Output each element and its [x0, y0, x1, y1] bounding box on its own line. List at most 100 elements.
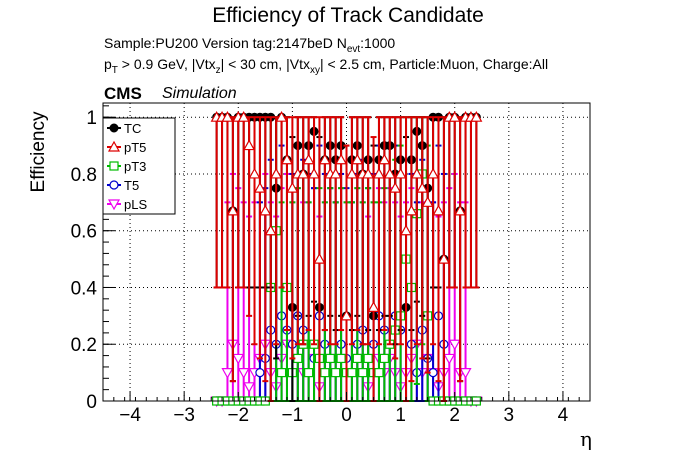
sample-subscript: evt	[346, 43, 361, 55]
data-point-pT5	[313, 252, 326, 264]
data-point-pT5	[383, 167, 396, 179]
series-pT5	[210, 110, 483, 402]
cms-label: CMS	[104, 84, 142, 103]
data-point-pT5	[253, 181, 266, 193]
data-point-pT5	[470, 110, 483, 122]
data-point-pT5	[248, 167, 261, 179]
x-axis-label: η	[580, 427, 592, 451]
cut-b: | < 30 cm, |Vtx	[220, 56, 310, 72]
y-tick-label: 0.6	[71, 222, 97, 243]
chart-title: Efficiency of Track Candidate	[212, 4, 484, 27]
data-point-pT5	[416, 181, 429, 193]
data-point-pT3	[325, 353, 335, 364]
x-tick-label: −4	[119, 405, 141, 426]
x-tick-label: −1	[282, 405, 304, 426]
data-point-pLS	[459, 368, 472, 379]
cut-c: | < 2.5 cm, Particle:Muon, Charge:All	[319, 56, 549, 72]
y-axis-label: Efficiency	[28, 111, 49, 192]
data-point-pT5	[372, 167, 385, 179]
data-point-pT5	[405, 204, 418, 216]
data-point-pT5	[437, 252, 450, 264]
data-point-pT5	[297, 167, 310, 179]
data-point-pT5	[367, 301, 380, 312]
data-point-pT5	[389, 181, 402, 193]
data-point-pT5	[378, 153, 391, 165]
sample-tail: :1000	[360, 35, 396, 51]
legend-marker-pT5	[107, 140, 121, 152]
data-point-pT5	[427, 167, 440, 179]
legend-marker-TC	[109, 123, 119, 133]
data-point-pT5	[335, 153, 348, 165]
data-point-pT3	[276, 368, 287, 378]
legend: TC pT5 pT3 T5 pLS	[102, 117, 176, 215]
legend-marker-T5	[109, 180, 119, 190]
data-point-pLS	[448, 339, 461, 351]
data-point-pLS	[443, 353, 456, 365]
cut-xy-sub: xy	[309, 64, 320, 76]
y-tick-label: 0.2	[71, 335, 97, 356]
data-point-pT5	[280, 153, 293, 165]
legend-label-pT3: pT3	[124, 159, 146, 174]
data-point-pT5	[394, 167, 407, 179]
data-point-pT3	[363, 353, 373, 364]
data-point-pT3	[336, 353, 346, 364]
legend-label-pLS: pLS	[124, 197, 147, 212]
data-point-pT5	[243, 139, 256, 151]
x-tick-label: −2	[227, 405, 249, 426]
legend-marker-pLS	[107, 199, 121, 211]
data-point-pT5	[410, 167, 423, 179]
data-point-pT3	[331, 368, 341, 378]
data-point-pT3	[352, 353, 362, 364]
y-tick-label: 0.8	[71, 165, 97, 186]
x-tick-label: 3	[504, 405, 515, 426]
sample-info: Sample:PU200 Version tag:2147beD Nevt:10…	[104, 35, 395, 55]
data-point-pT3	[374, 368, 384, 378]
data-point-pT3	[304, 368, 314, 378]
data-point-pT5	[286, 181, 299, 193]
x-tick-label: 4	[558, 405, 569, 426]
data-point-pT5	[302, 153, 315, 165]
data-layer	[210, 110, 483, 408]
legend-marker-pT3	[109, 161, 119, 171]
cut-t-sub: T	[111, 64, 118, 76]
simulation-label: Simulation	[162, 85, 237, 102]
data-point-T5	[255, 368, 265, 378]
data-point-pLS	[221, 368, 234, 379]
legend-label-pT5: pT5	[124, 140, 146, 155]
data-point-pT3	[320, 368, 330, 378]
legend-label-TC: TC	[124, 121, 141, 136]
data-point-pT5	[340, 309, 353, 321]
cut-p: p	[104, 56, 112, 72]
data-point-pT5	[432, 204, 445, 216]
y-tick-label: 0	[86, 392, 97, 413]
x-tick-label: −3	[173, 405, 195, 426]
data-point-pT5	[421, 196, 434, 207]
data-point-pLS	[243, 382, 256, 394]
y-tick-label: 0.4	[71, 278, 98, 299]
data-point-pT5	[345, 167, 358, 179]
data-point-pT5	[270, 167, 283, 179]
y-tick-label: 1	[86, 108, 97, 129]
data-point-pT5	[454, 204, 467, 216]
data-point-pT5	[329, 167, 342, 179]
selection-info: pT > 0.9 GeV, |Vtxz| < 30 cm, |Vtxxy| < …	[104, 56, 548, 76]
data-point-pT5	[318, 153, 331, 165]
data-point-pT3	[358, 368, 368, 378]
data-point-pT5	[400, 224, 413, 236]
data-point-pLS	[237, 368, 250, 379]
data-point-pLS	[232, 353, 245, 365]
data-point-pT3	[379, 353, 389, 364]
x-tick-label: 1	[395, 405, 406, 426]
cut-a: > 0.9 GeV, |Vtx	[117, 56, 216, 72]
data-point-pT5	[308, 167, 321, 179]
sample-text: Sample:PU200 Version tag:2147beD N	[104, 35, 347, 51]
data-point-pT5	[362, 167, 375, 179]
cut-z-sub: z	[215, 64, 221, 76]
data-point-pT5	[259, 204, 272, 216]
x-tick-label: 0	[341, 405, 352, 426]
axes: −4 −3 −2 −1 0 1 2 3 4 0 0.2 0.4 0.6 0.8 1	[71, 105, 591, 426]
legend-label-T5: T5	[124, 178, 139, 193]
data-point-pT5	[351, 153, 364, 165]
data-point-pT3	[347, 368, 357, 378]
